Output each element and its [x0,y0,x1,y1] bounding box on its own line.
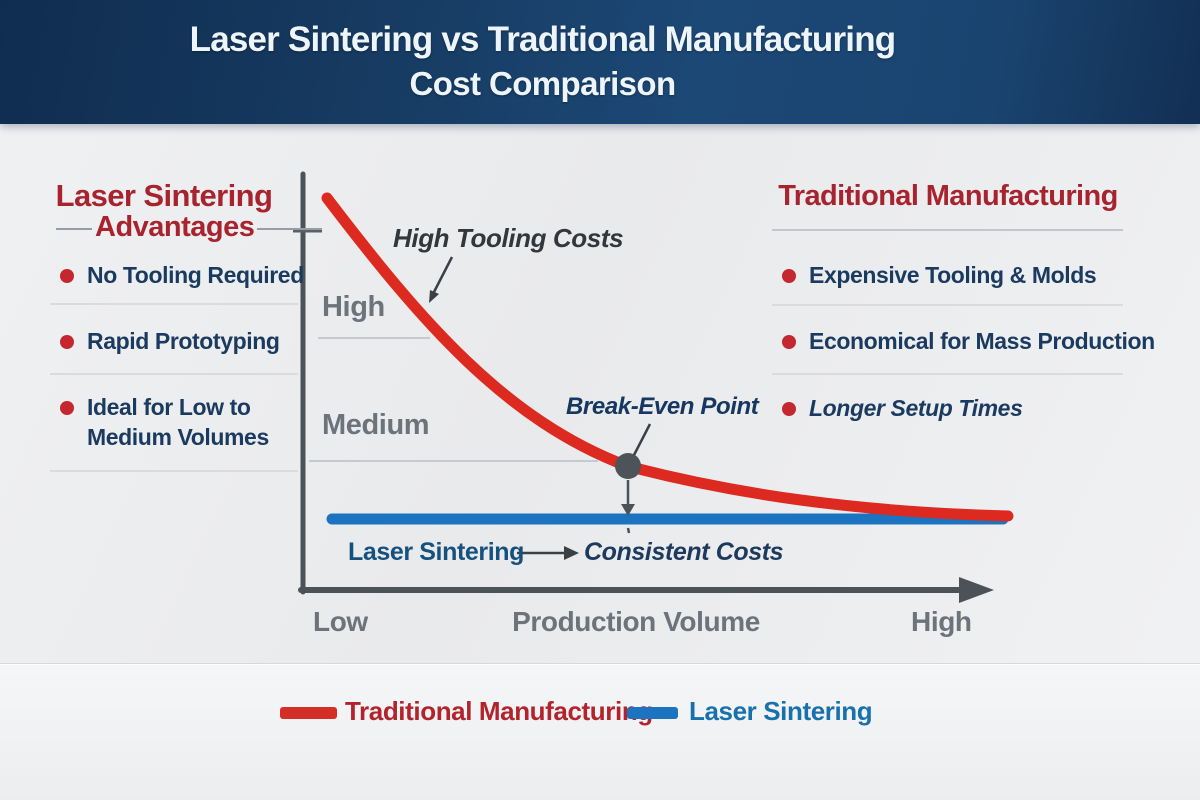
bullet-icon [782,402,796,416]
right-panel-heading: Traditional Manufacturing [778,180,1118,212]
list-item-label: Economical for Mass Production [809,328,1155,354]
list-item: Economical for Mass Production [782,327,1155,357]
divider [772,304,1123,306]
break-even-dot [615,453,641,479]
left-panel-heading-line1: Laser Sintering [55,178,273,213]
laser-sintering-line-label: Laser Sintering [348,538,524,566]
legend-swatch-traditional [280,707,337,719]
y-tick-label-high: High [322,291,385,323]
list-item: Expensive Tooling & Molds [782,261,1097,291]
laser-sintering-arrowhead [564,546,579,560]
high-tooling-costs-annotation: High Tooling Costs [393,223,624,253]
x-tick-label-high: High [911,606,972,637]
left-panel-heading-line2: Advantages [95,210,255,243]
list-item: Rapid Prototyping [60,327,280,357]
header-banner: Laser Sintering vs Traditional Manufactu… [0,0,1200,124]
break-even-point-annotation: Break-Even Point [566,393,759,420]
break-even-connector-dash [626,527,631,534]
list-item: No Tooling Required [60,261,304,291]
bullet-icon [782,335,796,349]
heading-side-line [257,228,322,230]
list-item: Ideal for Low to Medium Volumes [60,393,277,453]
x-axis-arrowhead [959,577,994,603]
page-title: Laser Sintering vs Traditional Manufactu… [189,20,897,59]
consistent-costs-annotation: Consistent Costs [584,538,784,566]
bullet-icon [60,335,74,349]
list-item-label: Expensive Tooling & Molds [809,262,1097,288]
bullet-icon [782,269,796,283]
legend-band: Traditional Manufacturing Laser Sinterin… [0,664,1200,800]
list-item-label: Ideal for Low to Medium Volumes [87,394,269,450]
y-tick-label-medium: Medium [322,409,430,441]
divider [50,303,298,305]
heading-underline [772,229,1123,231]
divider [50,470,298,472]
list-item-label: Longer Setup Times [809,395,1023,421]
break-even-pointer-line [632,423,652,456]
list-item: Longer Setup Times [782,394,1023,424]
legend-swatch-laser [627,707,678,719]
bullet-icon [60,269,74,283]
list-item-label: Rapid Prototyping [87,328,280,354]
break-even-connector-arrowhead [621,504,635,516]
x-axis-title: Production Volume [512,606,760,637]
list-item-label: No Tooling Required [87,262,304,288]
divider [50,373,298,375]
header-title-block: Laser Sintering vs Traditional Manufactu… [0,0,1085,103]
legend-label-laser: Laser Sintering [689,696,873,726]
high-tooling-arrow-line [432,256,454,293]
left-panel-heading-line2-row: Advantages [56,210,322,244]
heading-side-line [56,228,92,230]
high-tooling-arrowhead [429,290,439,303]
bullet-icon [60,401,74,415]
legend-label-traditional: Traditional Manufacturing [345,696,653,726]
page-subtitle: Cost Comparison [409,65,676,102]
divider [772,373,1123,375]
x-tick-label-low: Low [313,606,368,637]
